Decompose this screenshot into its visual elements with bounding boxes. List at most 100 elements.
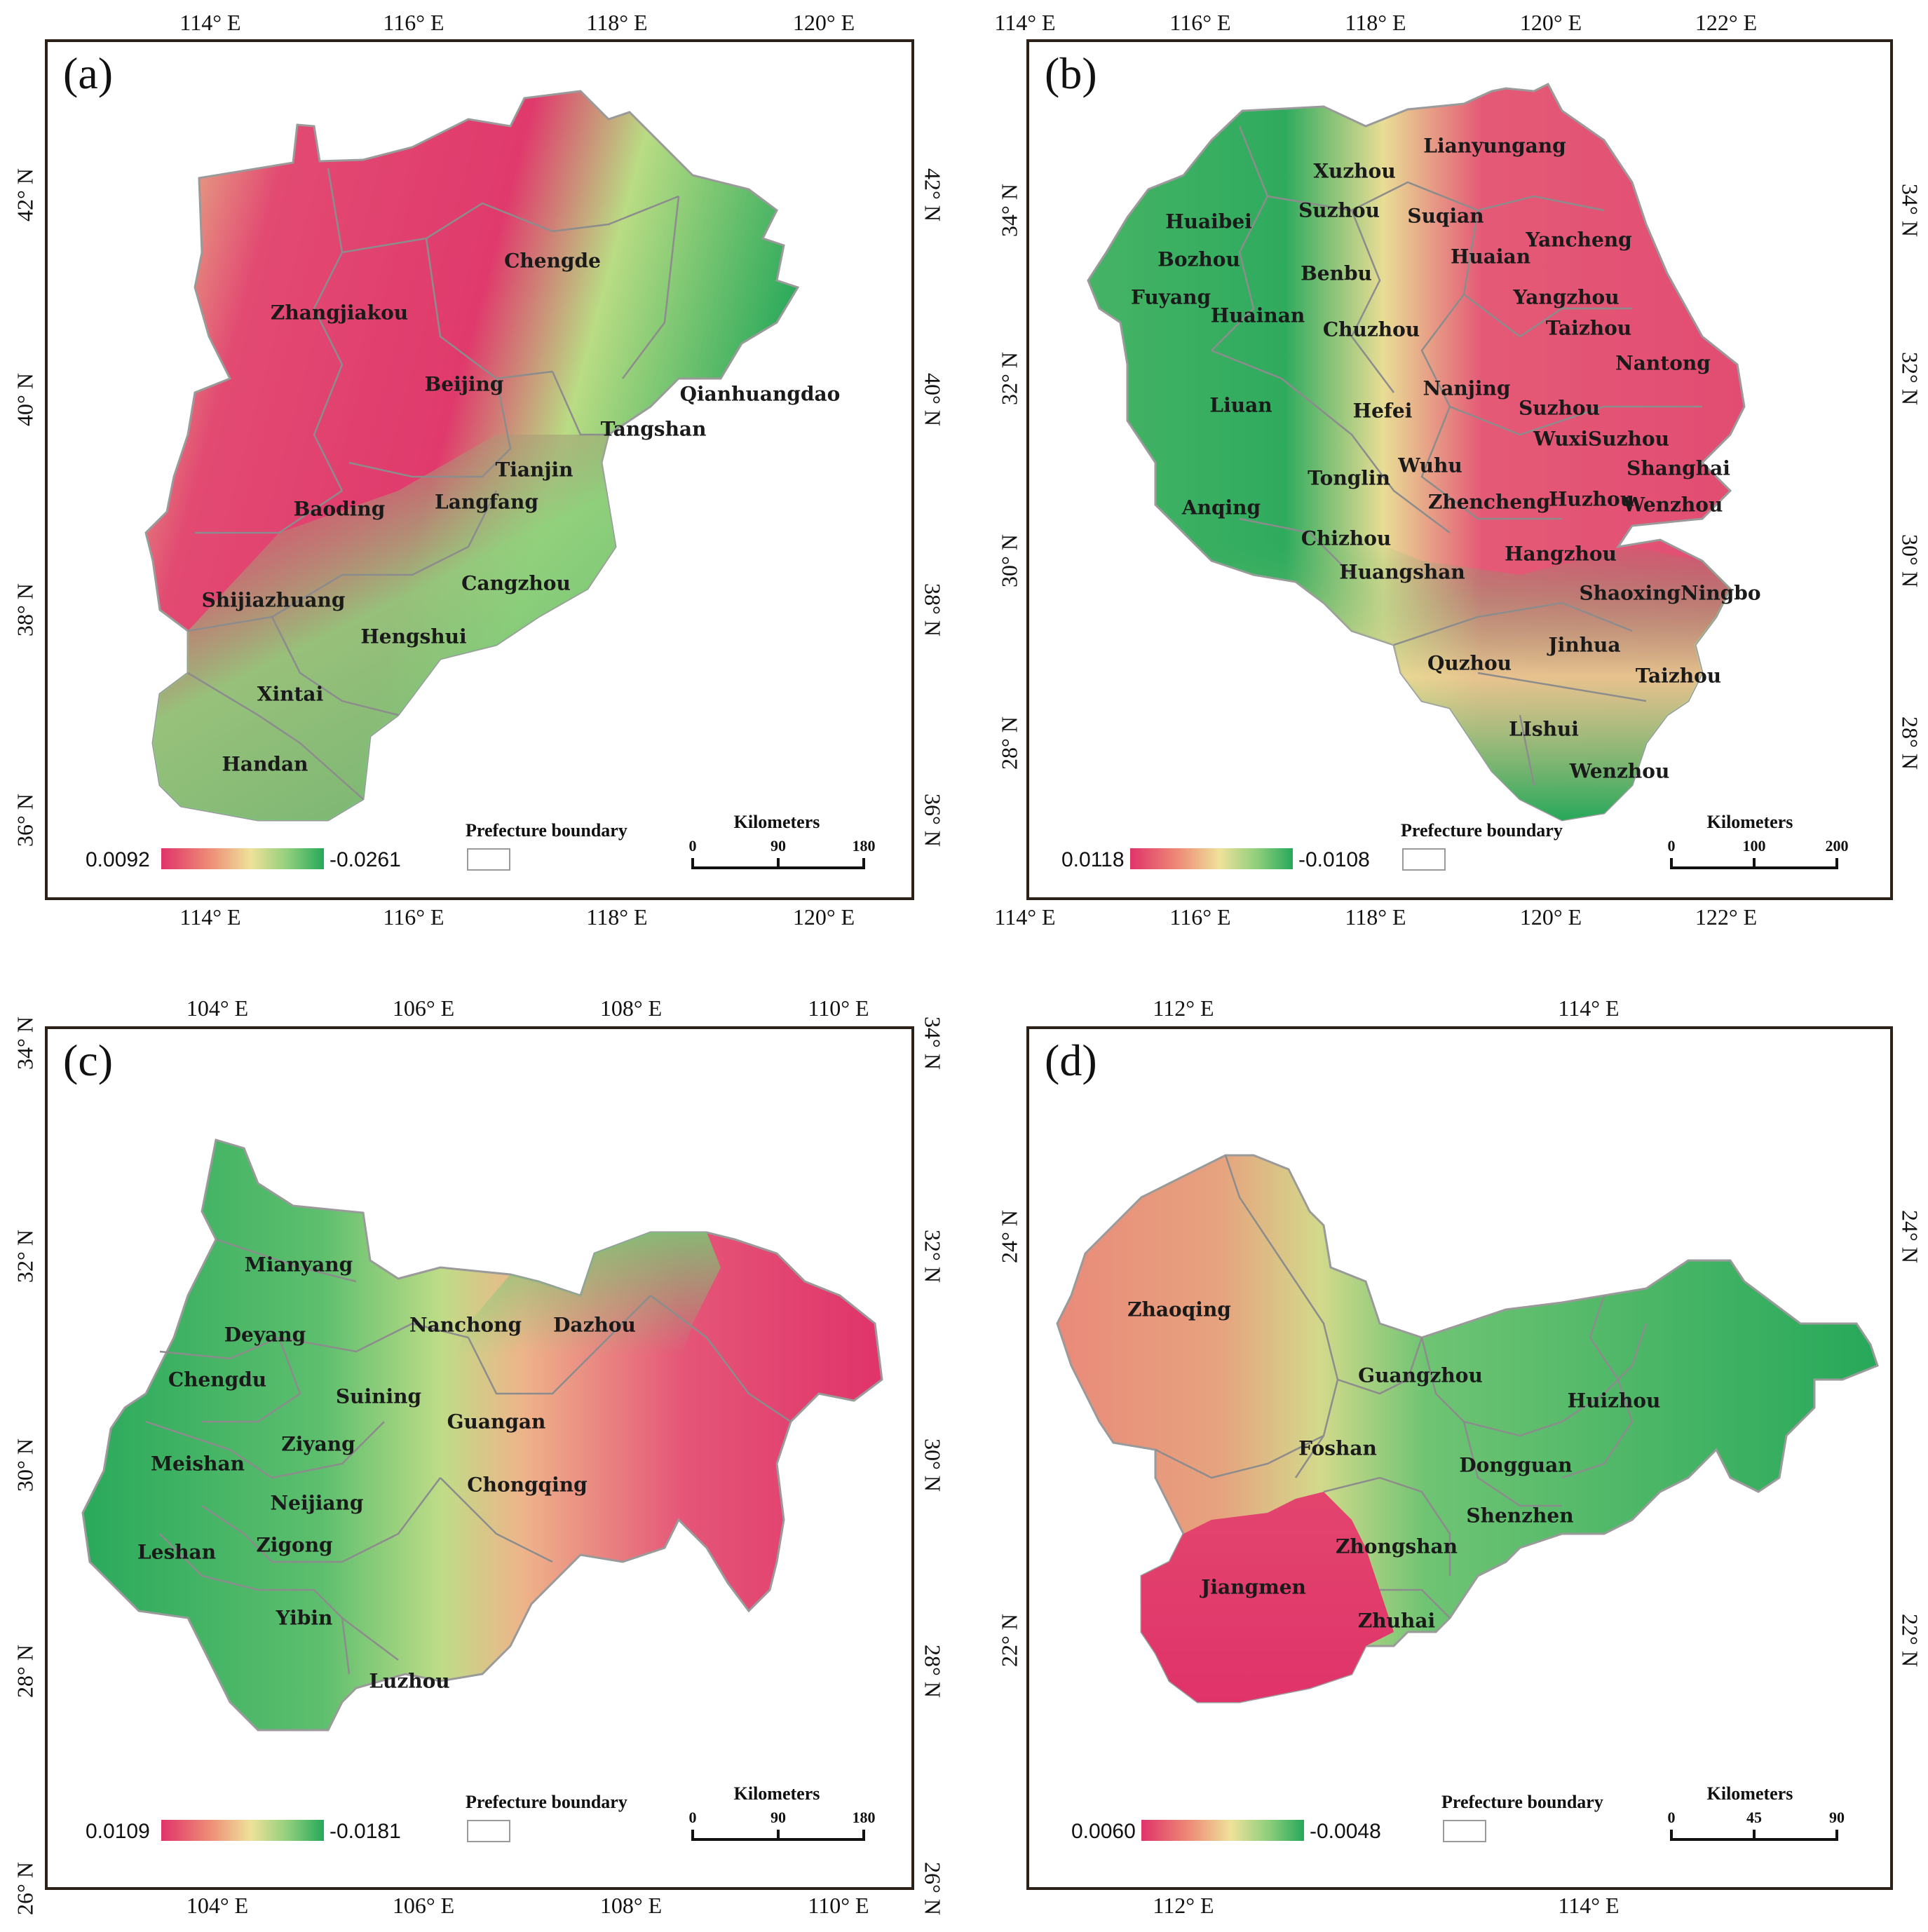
panel-label: (d)	[1045, 1035, 1097, 1085]
scale-bar-tick	[1835, 858, 1838, 869]
city-label: Mianyang	[244, 1253, 353, 1277]
left-tick: 36° N	[12, 794, 38, 847]
region-map	[81, 1138, 883, 1732]
top-tick: 116° E	[1169, 10, 1231, 35]
bottom-tick: 116° E	[383, 904, 444, 930]
left-tick: 28° N	[996, 716, 1022, 770]
bottom-tick: 118° E	[586, 904, 648, 930]
region-a-south-fill	[153, 435, 616, 820]
boundary-legend-label: Prefecture boundary	[466, 1792, 627, 1812]
right-tick: 28° N	[1897, 716, 1923, 770]
city-label: Shanghai	[1627, 456, 1730, 480]
bottom-tick: 120° E	[792, 904, 855, 930]
legend-colorbar	[161, 848, 324, 869]
map-frame: (c) Mianyang Deyang Nanchong Dazhou Chen…	[45, 1026, 914, 1890]
city-label: Hangzhou	[1505, 542, 1617, 566]
top-tick: 114° E	[994, 10, 1056, 35]
region-map	[1056, 1154, 1879, 1703]
panel-label: (b)	[1045, 48, 1097, 98]
city-label: Ziyang	[281, 1432, 355, 1456]
right-tick: 28° N	[920, 1645, 946, 1698]
left-tick: 32° N	[996, 352, 1022, 405]
left-tick: 32° N	[12, 1230, 38, 1283]
city-label: Huaibei	[1165, 210, 1252, 233]
city-label: Suzhou	[1519, 396, 1600, 420]
bottom-tick: 106° E	[392, 1893, 455, 1918]
right-tick: 32° N	[1897, 352, 1923, 405]
left-tick: 30° N	[996, 534, 1022, 587]
city-label: Leshan	[137, 1540, 217, 1564]
scale-bar-tick	[862, 1830, 865, 1841]
city-label: Deyang	[224, 1323, 306, 1347]
bottom-tick: 118° E	[1345, 904, 1406, 930]
left-tick: 28° N	[12, 1645, 38, 1698]
scale-tick: 0	[688, 1809, 697, 1826]
city-label: Baoding	[293, 497, 386, 521]
prefecture-boundaries	[187, 168, 680, 800]
left-tick: 26° N	[12, 1862, 38, 1915]
city-label: Huaian	[1450, 245, 1531, 268]
boundary-legend-swatch	[1443, 1820, 1486, 1842]
top-tick: 118° E	[586, 10, 648, 35]
city-label: Handan	[222, 752, 308, 776]
scale-tick: 0	[1667, 837, 1676, 855]
city-label: Wenzhou	[1622, 493, 1723, 517]
top-tick: 110° E	[808, 995, 869, 1021]
city-label: Wuhu	[1398, 454, 1462, 477]
region-map	[1087, 83, 1746, 822]
city-label: Xintai	[257, 682, 324, 706]
city-label: Chengde	[504, 249, 601, 273]
panel-label: (a)	[63, 48, 114, 98]
top-tick: 106° E	[392, 995, 455, 1021]
city-label: Chuzhou	[1322, 318, 1420, 341]
city-label: Zhangjiakou	[270, 301, 409, 325]
city-label: Jinhua	[1548, 633, 1621, 657]
city-label: Suqian	[1407, 204, 1484, 228]
bottom-tick: 114° E	[1558, 1893, 1620, 1918]
left-tick: 22° N	[996, 1614, 1022, 1667]
left-tick: 34° N	[12, 1016, 38, 1070]
top-tick: 120° E	[1519, 10, 1582, 35]
city-label: Langfang	[435, 490, 538, 514]
city-label: Wenzhou	[1569, 759, 1670, 783]
top-tick: 108° E	[599, 995, 663, 1021]
city-label: Lianyungang	[1423, 134, 1566, 158]
bottom-tick: 108° E	[599, 1893, 663, 1918]
right-tick: 36° N	[920, 794, 946, 847]
scale-tick: 45	[1746, 1809, 1762, 1826]
legend-max: 0.0060	[1071, 1820, 1136, 1843]
right-tick: 42° N	[920, 168, 946, 222]
legend-colorbar	[1141, 1820, 1304, 1841]
city-label: Suining	[335, 1385, 422, 1408]
map-frame: (d) Zhaoqing Guangzhou Huizhou Foshan Do…	[1026, 1026, 1893, 1890]
city-label: Chizhou	[1301, 526, 1392, 550]
scale-bar-tick	[777, 858, 780, 869]
city-label: Qianhuangdao	[679, 382, 841, 406]
legend-max: 0.0109	[86, 1820, 150, 1843]
city-label: WuxiSuzhou	[1533, 427, 1669, 451]
city-label: Hefei	[1352, 399, 1413, 423]
boundary-legend-label: Prefecture boundary	[1401, 820, 1563, 841]
scale-tick: 90	[1829, 1809, 1845, 1826]
region-c-north-fill	[440, 1232, 721, 1478]
scale-bar-tick	[691, 1830, 694, 1841]
city-label: Bozhou	[1158, 247, 1240, 271]
prefecture-boundaries	[1211, 125, 1702, 786]
city-label: Guangan	[447, 1410, 546, 1434]
legend-min: -0.0108	[1298, 848, 1370, 871]
city-label: Meishan	[150, 1452, 245, 1476]
legend-min: -0.0261	[330, 848, 401, 871]
top-tick: 114° E	[1558, 995, 1620, 1021]
city-label: Yibin	[276, 1606, 333, 1630]
top-tick: 112° E	[1153, 995, 1214, 1021]
scale-title: Kilometers	[733, 812, 820, 832]
scale-tick: 90	[770, 837, 786, 855]
bottom-tick: 116° E	[1169, 904, 1231, 930]
bottom-tick: 120° E	[1519, 904, 1582, 930]
city-label: Nanchong	[409, 1313, 522, 1337]
city-label: Shijiazhuang	[201, 588, 346, 612]
right-tick: 34° N	[920, 1016, 946, 1070]
left-tick: 24° N	[996, 1210, 1022, 1263]
city-label: Cangzhou	[461, 571, 571, 595]
right-tick: 34° N	[1897, 184, 1923, 237]
